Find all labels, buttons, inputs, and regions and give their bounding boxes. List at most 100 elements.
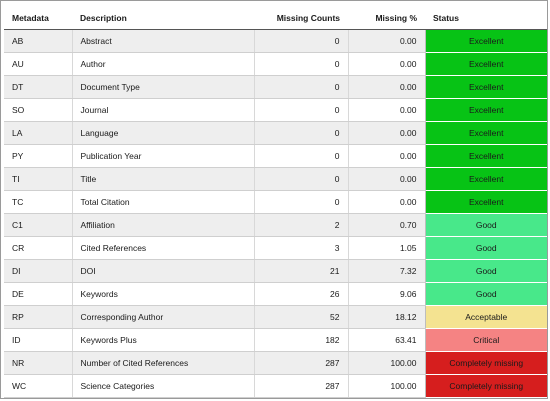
cell-status: Excellent bbox=[424, 144, 547, 168]
cell-missing-count: 21 bbox=[253, 259, 348, 283]
cell-metadata-code: DI bbox=[4, 259, 72, 283]
cell-missing-count: 0 bbox=[253, 98, 348, 122]
cell-status: Excellent bbox=[424, 190, 547, 214]
table-body: AB Abstract 0 0.00 Excellent AU Author 0 0.00 Exc… bbox=[4, 29, 547, 398]
cell-missing-count: 0 bbox=[253, 52, 348, 76]
cell-description: Title bbox=[71, 167, 254, 191]
cell-status: Excellent bbox=[424, 121, 547, 145]
cell-description: Language bbox=[71, 121, 254, 145]
cell-metadata-code: CR bbox=[4, 236, 72, 260]
cell-metadata-code: AB bbox=[4, 29, 72, 53]
cell-description: Corresponding Author bbox=[71, 305, 254, 329]
table-header-row: Metadata Description Missing Counts Miss… bbox=[4, 6, 547, 30]
cell-status: Excellent bbox=[424, 29, 547, 53]
cell-missing-count: 0 bbox=[253, 167, 348, 191]
cell-metadata-code: TC bbox=[4, 190, 72, 214]
cell-missing-percent: 100.00 bbox=[347, 374, 425, 398]
table-row: TI Title 0 0.00 Excellent bbox=[4, 167, 547, 191]
cell-description: Journal bbox=[71, 98, 254, 122]
cell-metadata-code: ID bbox=[4, 328, 72, 352]
cell-description: Science Categories bbox=[71, 374, 254, 398]
cell-missing-percent: 63.41 bbox=[347, 328, 425, 352]
cell-missing-percent: 0.00 bbox=[347, 144, 425, 168]
cell-metadata-code: DT bbox=[4, 75, 72, 99]
table-row: ID Keywords Plus 182 63.41 Critical bbox=[4, 328, 547, 352]
table-row: C1 Affiliation 2 0.70 Good bbox=[4, 213, 547, 237]
cell-missing-count: 287 bbox=[253, 374, 348, 398]
cell-status: Good bbox=[424, 282, 547, 306]
cell-missing-count: 0 bbox=[253, 144, 348, 168]
cell-missing-count: 0 bbox=[253, 29, 348, 53]
cell-missing-percent: 0.70 bbox=[347, 213, 425, 237]
cell-status: Completely missing bbox=[424, 374, 547, 398]
cell-missing-percent: 7.32 bbox=[347, 259, 425, 283]
cell-missing-count: 52 bbox=[253, 305, 348, 329]
cell-missing-percent: 0.00 bbox=[347, 190, 425, 214]
cell-description: Keywords Plus bbox=[71, 328, 254, 352]
cell-missing-percent: 0.00 bbox=[347, 75, 425, 99]
table-row: WC Science Categories 287 100.00 Completely … bbox=[4, 374, 547, 398]
table-row: LA Language 0 0.00 Excellent bbox=[4, 121, 547, 145]
cell-missing-percent: 18.12 bbox=[347, 305, 425, 329]
table-row: DT Document Type 0 0.00 Excellent bbox=[4, 75, 547, 99]
cell-description: Document Type bbox=[71, 75, 254, 99]
table-row: AU Author 0 0.00 Excellent bbox=[4, 52, 547, 76]
cell-missing-percent: 0.00 bbox=[347, 98, 425, 122]
cell-status: Good bbox=[424, 236, 547, 260]
cell-status: Good bbox=[424, 259, 547, 283]
cell-status: Good bbox=[424, 213, 547, 237]
header-description: Description bbox=[72, 6, 254, 30]
cell-description: Affiliation bbox=[71, 213, 254, 237]
cell-status: Excellent bbox=[424, 167, 547, 191]
missing-data-table: Metadata Description Missing Counts Miss… bbox=[4, 6, 547, 398]
cell-description: Abstract bbox=[71, 29, 254, 53]
table-row: TC Total Citation 0 0.00 Excellent bbox=[4, 190, 547, 214]
cell-status: Excellent bbox=[424, 52, 547, 76]
table-row: RP Corresponding Author 52 18.12 Acceptable bbox=[4, 305, 547, 329]
header-status: Status bbox=[425, 6, 547, 30]
cell-missing-count: 182 bbox=[253, 328, 348, 352]
cell-missing-count: 0 bbox=[253, 75, 348, 99]
cell-status: Critical bbox=[424, 328, 547, 352]
table-row: PY Publication Year 0 0.00 Excellent bbox=[4, 144, 547, 168]
cell-missing-percent: 0.00 bbox=[347, 29, 425, 53]
cell-missing-count: 26 bbox=[253, 282, 348, 306]
cell-metadata-code: AU bbox=[4, 52, 72, 76]
cell-description: DOI bbox=[71, 259, 254, 283]
cell-missing-count: 287 bbox=[253, 351, 348, 375]
cell-description: Cited References bbox=[71, 236, 254, 260]
table-row: NR Number of Cited References 287 100.00 Com… bbox=[4, 351, 547, 375]
cell-missing-percent: 1.05 bbox=[347, 236, 425, 260]
cell-missing-count: 2 bbox=[253, 213, 348, 237]
cell-status: Completely missing bbox=[424, 351, 547, 375]
cell-missing-percent: 0.00 bbox=[347, 167, 425, 191]
cell-metadata-code: SO bbox=[4, 98, 72, 122]
cell-description: Publication Year bbox=[71, 144, 254, 168]
cell-metadata-code: C1 bbox=[4, 213, 72, 237]
cell-missing-percent: 0.00 bbox=[347, 52, 425, 76]
cell-missing-percent: 100.00 bbox=[347, 351, 425, 375]
cell-missing-count: 0 bbox=[253, 121, 348, 145]
cell-metadata-code: WC bbox=[4, 374, 72, 398]
table-row: DI DOI 21 7.32 Good bbox=[4, 259, 547, 283]
header-metadata: Metadata bbox=[4, 6, 72, 30]
header-missing-percent: Missing % bbox=[348, 6, 425, 30]
table-row: SO Journal 0 0.00 Excellent bbox=[4, 98, 547, 122]
table-row: DE Keywords 26 9.06 Good bbox=[4, 282, 547, 306]
cell-metadata-code: DE bbox=[4, 282, 72, 306]
cell-metadata-code: PY bbox=[4, 144, 72, 168]
cell-description: Keywords bbox=[71, 282, 254, 306]
cell-description: Total Citation bbox=[71, 190, 254, 214]
cell-missing-percent: 9.06 bbox=[347, 282, 425, 306]
cell-metadata-code: NR bbox=[4, 351, 72, 375]
table-row: CR Cited References 3 1.05 Good bbox=[4, 236, 547, 260]
cell-status: Acceptable bbox=[424, 305, 547, 329]
cell-missing-count: 0 bbox=[253, 190, 348, 214]
header-missing-counts: Missing Counts bbox=[254, 6, 348, 30]
cell-status: Excellent bbox=[424, 75, 547, 99]
cell-missing-count: 3 bbox=[253, 236, 348, 260]
cell-metadata-code: LA bbox=[4, 121, 72, 145]
table-row: AB Abstract 0 0.00 Excellent bbox=[4, 29, 547, 53]
cell-missing-percent: 0.00 bbox=[347, 121, 425, 145]
